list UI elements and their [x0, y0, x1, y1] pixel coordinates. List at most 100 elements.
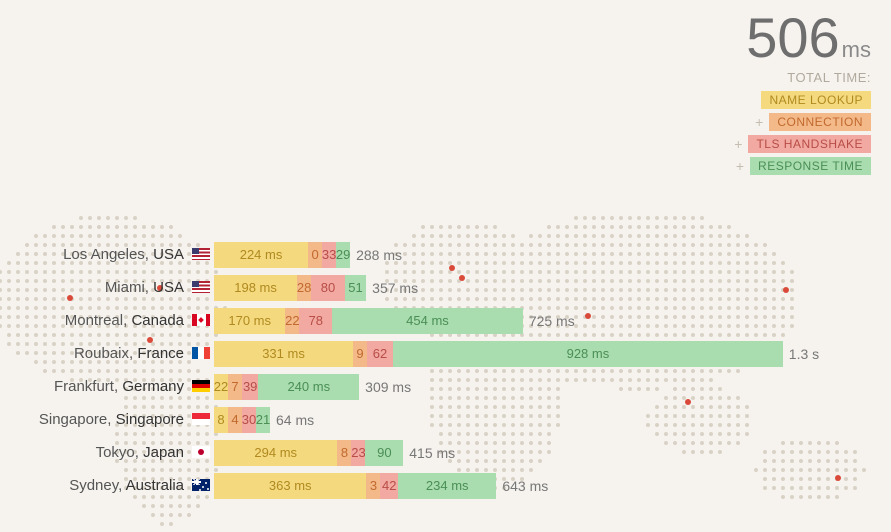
- timing-bar: 331 ms962928 ms: [214, 341, 783, 367]
- timing-segment-name_lookup: 198 ms: [214, 275, 297, 301]
- timing-bar: 294 ms82390: [214, 440, 403, 466]
- flag-icon: [192, 413, 210, 425]
- flag-icon: [192, 380, 210, 392]
- legend-item: NAME LOOKUP: [571, 91, 871, 109]
- legend-label: CONNECTION: [769, 113, 871, 131]
- row-total: 1.3 s: [789, 346, 819, 362]
- city-name: Tokyo,: [96, 444, 144, 461]
- timing-row: Frankfurt, Germany 22739240 ms 309 ms: [0, 370, 891, 403]
- row-total: 309 ms: [365, 379, 411, 395]
- timing-segment-response: 234 ms: [398, 473, 496, 499]
- timing-segment-name_lookup: 294 ms: [214, 440, 337, 466]
- timing-row: Montreal, Canada 170 ms2278454 ms 725 ms: [0, 304, 891, 337]
- city-name: Sydney,: [69, 477, 125, 494]
- flag-icon: [192, 248, 210, 260]
- timing-segment-connection: 0: [308, 242, 322, 268]
- flag-icon: [192, 479, 210, 491]
- timing-segment-tls: 42: [380, 473, 398, 499]
- legend-label: TLS HANDSHAKE: [748, 135, 871, 153]
- timing-segment-name_lookup: 224 ms: [214, 242, 308, 268]
- timing-segment-connection: 7: [228, 374, 242, 400]
- timing-row: Miami, USA 198 ms288051 357 ms: [0, 271, 891, 304]
- timing-segment-tls: 78: [299, 308, 332, 334]
- timing-segment-response: 90: [365, 440, 403, 466]
- timing-segment-response: 928 ms: [393, 341, 783, 367]
- timing-segment-response: 454 ms: [332, 308, 523, 334]
- row-total: 725 ms: [529, 313, 575, 329]
- timing-bar: 22739240 ms: [214, 374, 359, 400]
- row-total: 64 ms: [276, 412, 314, 428]
- legend-label: RESPONSE TIME: [750, 157, 871, 175]
- legend: NAME LOOKUP+CONNECTION+TLS HANDSHAKE+RES…: [571, 91, 871, 175]
- total-time-unit: ms: [842, 37, 871, 62]
- flag-icon: [192, 314, 210, 326]
- timing-row: Tokyo, Japan 294 ms82390 415 ms: [0, 436, 891, 469]
- timing-segment-tls: 80: [311, 275, 345, 301]
- city-name: Singapore,: [39, 411, 116, 428]
- city-name: Miami,: [105, 279, 153, 296]
- location-label: Miami, USA: [0, 279, 190, 296]
- row-total: 357 ms: [372, 280, 418, 296]
- timing-segment-connection: 3: [366, 473, 380, 499]
- timing-bar: 224 ms03329: [214, 242, 350, 268]
- timing-segment-name_lookup: 331 ms: [214, 341, 353, 367]
- total-time-value: 506ms: [571, 10, 871, 66]
- timing-row: Roubaix, France 331 ms962928 ms 1.3 s: [0, 337, 891, 370]
- country-name: France: [137, 345, 184, 362]
- location-label: Frankfurt, Germany: [0, 378, 190, 395]
- city-name: Frankfurt,: [54, 378, 122, 395]
- timing-bar: 170 ms2278454 ms: [214, 308, 523, 334]
- timing-segment-response: 29: [336, 242, 350, 268]
- legend-plus-icon: +: [755, 114, 763, 130]
- timing-rows: Los Angeles, USA 224 ms03329 288 ms Miami, …: [0, 238, 891, 502]
- timing-segment-tls: 62: [367, 341, 393, 367]
- timing-row: Los Angeles, USA 224 ms03329 288 ms: [0, 238, 891, 271]
- location-label: Los Angeles, USA: [0, 246, 190, 263]
- flag-icon: [192, 281, 210, 293]
- timing-segment-connection: 22: [285, 308, 299, 334]
- flag-icon: [192, 347, 210, 359]
- timing-row: Singapore, Singapore 843021 64 ms: [0, 403, 891, 436]
- location-label: Roubaix, France: [0, 345, 190, 362]
- legend-label: NAME LOOKUP: [761, 91, 871, 109]
- summary-header: 506ms TOTAL TIME: NAME LOOKUP + CONNECTION…: [571, 10, 871, 179]
- timing-row: Sydney, Australia 363 ms342234 ms 643 ms: [0, 469, 891, 502]
- timing-segment-tls: 30: [242, 407, 256, 433]
- timing-segment-connection: 28: [297, 275, 311, 301]
- timing-segment-name_lookup: 8: [214, 407, 228, 433]
- row-total: 415 ms: [409, 445, 455, 461]
- timing-segment-connection: 4: [228, 407, 242, 433]
- timing-segment-tls: 23: [351, 440, 365, 466]
- legend-item: + TLS HANDSHAKE: [571, 135, 871, 153]
- total-time-number: 506: [746, 6, 839, 69]
- legend-item: + RESPONSE TIME: [571, 157, 871, 175]
- timing-segment-connection: 8: [337, 440, 351, 466]
- timing-segment-response: 21: [256, 407, 270, 433]
- timing-bar: 843021: [214, 407, 270, 433]
- row-total: 288 ms: [356, 247, 402, 263]
- city-name: Montreal,: [65, 312, 132, 329]
- timing-segment-response: 240 ms: [258, 374, 359, 400]
- country-name: USA: [153, 246, 184, 263]
- timing-bar: 363 ms342234 ms: [214, 473, 496, 499]
- location-label: Montreal, Canada: [0, 312, 190, 329]
- country-name: Canada: [131, 312, 184, 329]
- flag-icon: [192, 446, 210, 458]
- timing-segment-tls: 33: [322, 242, 336, 268]
- timing-bar: 198 ms288051: [214, 275, 366, 301]
- country-name: Japan: [143, 444, 184, 461]
- timing-segment-connection: 9: [353, 341, 367, 367]
- total-time-label: TOTAL TIME:: [571, 70, 871, 85]
- timing-segment-name_lookup: 170 ms: [214, 308, 285, 334]
- location-label: Sydney, Australia: [0, 477, 190, 494]
- country-name: USA: [153, 279, 184, 296]
- legend-item: + CONNECTION: [571, 113, 871, 131]
- legend-plus-icon: +: [736, 158, 744, 174]
- row-total: 643 ms: [502, 478, 548, 494]
- country-name: Germany: [122, 378, 184, 395]
- legend-plus-icon: +: [734, 136, 742, 152]
- location-label: Singapore, Singapore: [0, 411, 190, 428]
- city-name: Roubaix,: [74, 345, 137, 362]
- city-name: Los Angeles,: [63, 246, 153, 263]
- timing-segment-response: 51: [345, 275, 366, 301]
